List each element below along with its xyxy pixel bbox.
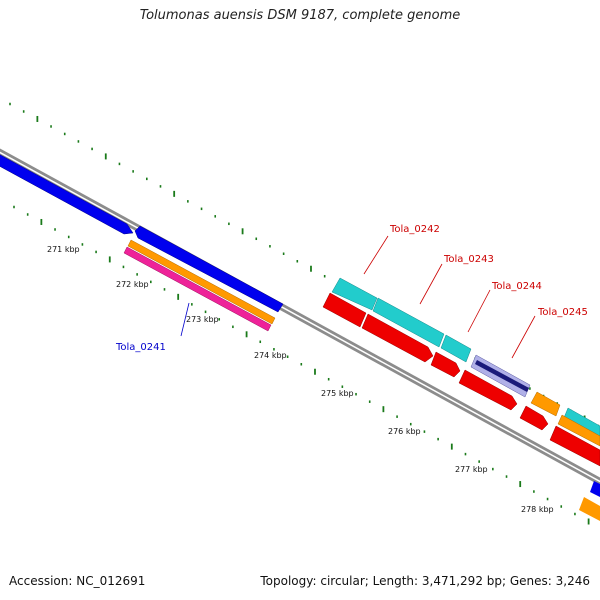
feature-red-0243b [458, 369, 518, 411]
gene-label-tola-0244[interactable]: Tola_0244 [491, 281, 542, 292]
feature-blue-arrow [0, 154, 134, 235]
gene-label-tola-0241[interactable]: Tola_0241 [115, 342, 166, 353]
feature-red-0245a [519, 405, 549, 431]
feature-red-1 [322, 292, 367, 328]
feature-red-0243a [430, 351, 461, 378]
feature-cyan-0243 [440, 334, 472, 363]
genome-summary-text: Topology: circular; Length: 3,471,292 bp… [260, 574, 590, 588]
scale-label: 277 kbp [455, 465, 488, 474]
scale-label: 274 kbp [254, 351, 287, 360]
gene-label-tola-0243[interactable]: Tola_0243 [443, 254, 494, 265]
feature-navy-0244 [475, 360, 529, 392]
reverse-strand-features [123, 225, 600, 521]
gene-label-tola-0242[interactable]: Tola_0242 [389, 224, 440, 235]
scale-labels: 271 kbp 272 kbp 273 kbp 274 kbp 275 kbp … [47, 245, 554, 514]
accession-text: Accession: NC_012691 [9, 574, 146, 588]
feature-cyan-block [331, 277, 378, 311]
feature-orange-0241 [127, 239, 276, 325]
feature-pink-0241 [123, 246, 272, 332]
forward-strand-features [0, 154, 600, 441]
feature-orange-corner [579, 497, 600, 521]
feature-red-0242 [361, 313, 434, 363]
feature-orange-right [557, 414, 600, 447]
feature-orange-0245 [530, 391, 561, 417]
scale-label: 278 kbp [521, 505, 554, 514]
feature-cyan-0242 [372, 297, 445, 348]
gene-labels: Tola_0241 Tola_0242 Tola_0243 Tola_0244 … [115, 224, 588, 353]
feature-blue-corner [590, 481, 600, 497]
gene-label-leaders [180, 235, 536, 359]
gene-label-tola-0245[interactable]: Tola_0245 [537, 307, 588, 318]
map-title: Tolumonas auensis DSM 9187, complete gen… [139, 8, 461, 23]
scale-label: 271 kbp [47, 245, 80, 254]
scale-label: 273 kbp [186, 315, 219, 324]
scale-label: 272 kbp [116, 280, 149, 289]
genome-backbone [0, 148, 600, 486]
scale-label: 276 kbp [388, 427, 421, 436]
feature-blue-0241 [134, 225, 284, 313]
tick-row-inner [13, 205, 590, 525]
feature-red-right [549, 425, 600, 467]
scale-label: 275 kbp [321, 389, 354, 398]
